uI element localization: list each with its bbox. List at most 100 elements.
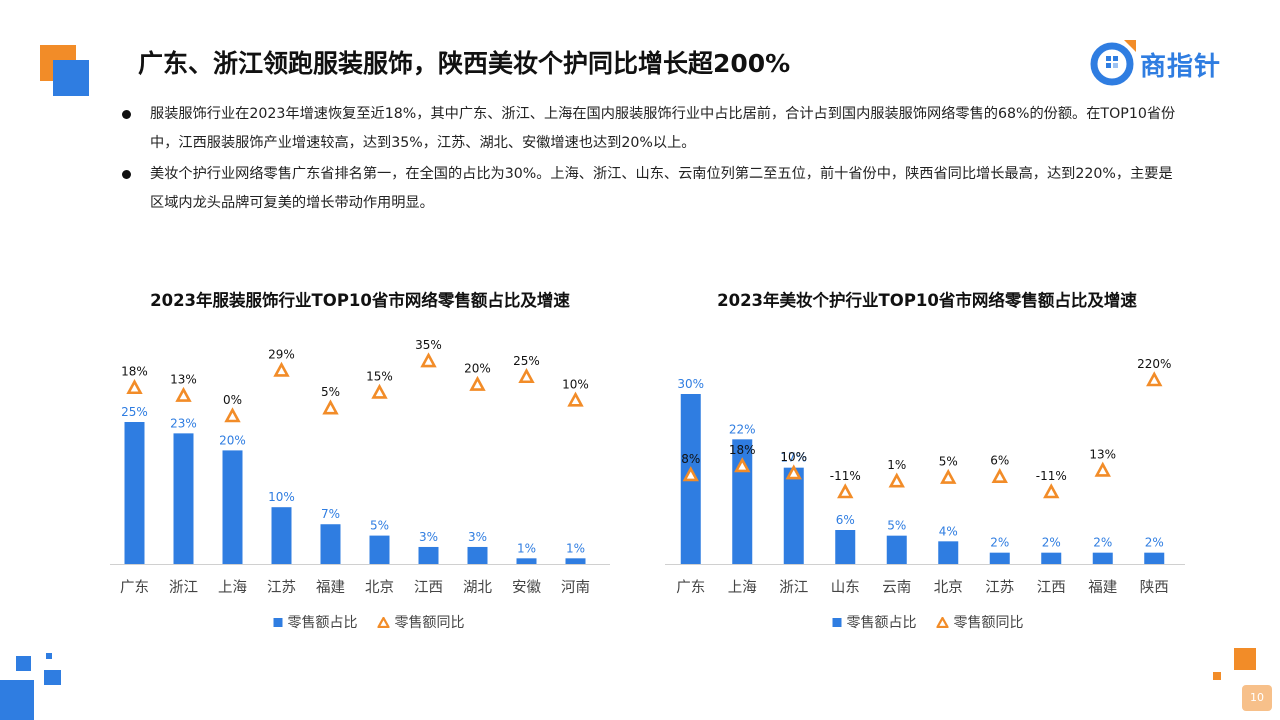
x-tick-label: 云南 [882, 579, 911, 596]
legend-bar-swatch [273, 617, 283, 627]
bar-value-label: 7% [321, 507, 340, 521]
growth-value-label: 13% [1089, 447, 1116, 461]
bullet-dot-icon [122, 170, 131, 179]
legend-item-share: 零售额占比 [273, 612, 358, 632]
bar-share [1144, 552, 1165, 564]
bullet-dot-icon [122, 110, 131, 119]
legend-bar-swatch [832, 617, 842, 627]
bar-share [173, 433, 194, 564]
decor-square-blue-bottom-tiny [44, 670, 61, 685]
page-number: 10 [1242, 685, 1272, 711]
legend-label-growth: 零售额同比 [394, 615, 465, 631]
growth-value-label: 18% [121, 365, 148, 379]
bar-value-label: 2% [1042, 536, 1061, 550]
bar-share [271, 507, 292, 564]
bar-share [565, 558, 586, 564]
growth-value-label: -11% [1036, 469, 1067, 483]
bar-share [835, 530, 856, 564]
x-tick-label: 广东 [120, 579, 149, 596]
decor-square-orange-bottom-right [1234, 648, 1256, 670]
bar-value-label: 2% [1145, 536, 1164, 550]
x-tick-label: 江西 [1037, 579, 1066, 596]
decor-square-orange-bottom-right-small [1213, 672, 1221, 680]
compass-logo-icon [1090, 40, 1136, 86]
growth-marker [682, 466, 699, 482]
growth-marker [322, 399, 339, 415]
summary-bullets: 服装服饰行业在2023年增速恢复至近18%，其中广东、浙江、上海在国内服装服饰行… [120, 100, 1180, 218]
growth-value-label: 220% [1137, 357, 1171, 371]
growth-marker [175, 386, 192, 402]
bar-value-label: 3% [468, 530, 487, 544]
growth-marker [940, 468, 957, 484]
growth-value-label: 5% [321, 385, 340, 399]
bar-share [516, 558, 537, 564]
bullet-text: 美妆个护行业网络零售广东省排名第一，在全国的占比为30%。上海、浙江、山东、云南… [150, 166, 1173, 211]
growth-value-label: 1% [887, 458, 906, 472]
growth-marker [1094, 461, 1111, 477]
growth-marker [518, 368, 535, 384]
x-tick-label: 广东 [676, 579, 705, 596]
legend-label-growth: 零售额同比 [953, 615, 1024, 631]
growth-marker [567, 391, 584, 407]
growth-value-label: 10% [562, 377, 589, 391]
growth-value-label: 6% [990, 454, 1009, 468]
x-tick-label: 福建 [1088, 579, 1117, 596]
bar-value-label: 4% [939, 524, 958, 538]
x-tick-label: 江苏 [985, 579, 1014, 596]
growth-value-label: 0% [223, 393, 242, 407]
x-tick-label: 上海 [728, 579, 757, 596]
legend-beauty: 零售额占比 零售额同比 [832, 612, 1024, 632]
legend-item-share: 零售额占比 [832, 612, 917, 632]
growth-marker [469, 375, 486, 391]
growth-marker [734, 457, 751, 473]
x-tick-label: 湖北 [463, 579, 492, 596]
bar-value-label: 25% [121, 405, 148, 419]
bar-value-label: 5% [887, 519, 906, 533]
growth-value-label: 15% [366, 369, 393, 383]
growth-marker [420, 352, 437, 368]
bar-value-label: 3% [419, 530, 438, 544]
legend-item-growth: 零售额同比 [377, 612, 465, 632]
bar-share [320, 524, 341, 564]
legend-label-share: 零售额占比 [846, 615, 917, 631]
chart-apparel: 25% 18% 广东 23% 13% 浙江 20% 0% 上海 10% 29% 江苏 7% 5% 福建 5% 1… [110, 338, 610, 596]
bar-share [467, 546, 488, 564]
x-tick-label: 浙江 [779, 579, 808, 596]
growth-marker [126, 379, 143, 395]
growth-marker [1043, 483, 1060, 499]
x-tick-label: 北京 [365, 579, 394, 596]
growth-marker [785, 464, 802, 480]
bullet-beauty: 美妆个护行业网络零售广东省排名第一，在全国的占比为30%。上海、浙江、山东、云南… [120, 160, 1180, 218]
bar-value-label: 6% [836, 513, 855, 527]
growth-value-label: 13% [170, 373, 197, 387]
chart-title-apparel: 2023年服装服饰行业TOP10省市网络零售额占比及增速 [150, 291, 570, 310]
legend-item-growth: 零售额同比 [936, 612, 1024, 632]
bar-value-label: 5% [370, 519, 389, 533]
growth-value-label: -11% [830, 469, 861, 483]
bar-share [783, 467, 804, 564]
x-tick-label: 上海 [218, 579, 247, 596]
bar-value-label: 17% [780, 451, 807, 465]
growth-value-label: 8% [681, 452, 700, 466]
growth-marker [888, 472, 905, 488]
decor-square-blue-bottom-small [16, 656, 31, 671]
triangle-marker-icon [377, 616, 390, 628]
bar-value-label: 30% [677, 377, 704, 391]
growth-value-label: 29% [268, 347, 295, 361]
x-tick-label: 安徽 [512, 579, 541, 596]
bar-share [938, 541, 959, 564]
bar-value-label: 2% [1093, 536, 1112, 550]
bar-value-label: 23% [170, 416, 197, 430]
bar-value-label: 1% [566, 541, 585, 555]
growth-value-label: 10% [780, 450, 807, 464]
decor-square-blue-top [53, 60, 89, 96]
growth-marker [371, 383, 388, 399]
growth-value-label: 18% [729, 443, 756, 457]
bullet-text: 服装服饰行业在2023年增速恢复至近18%，其中广东、浙江、上海在国内服装服饰行… [150, 106, 1176, 151]
x-tick-label: 江西 [414, 579, 443, 596]
page-title: 广东、浙江领跑服装服饰，陕西美妆个护同比增长超200% [138, 49, 791, 78]
x-tick-label: 江苏 [267, 579, 296, 596]
growth-marker [837, 483, 854, 499]
growth-value-label: 5% [939, 455, 958, 469]
x-tick-label: 福建 [316, 579, 345, 596]
